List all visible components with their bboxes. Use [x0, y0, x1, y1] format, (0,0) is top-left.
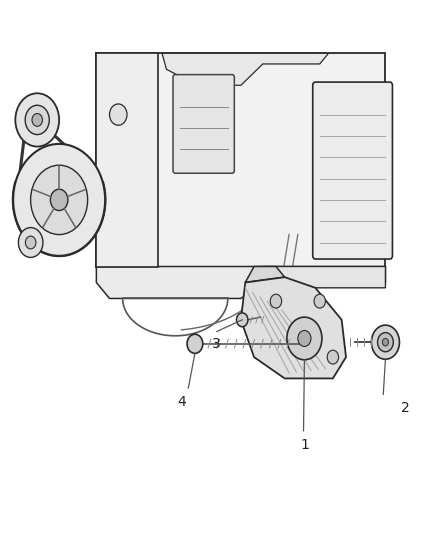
Circle shape — [237, 313, 248, 327]
Circle shape — [25, 106, 49, 135]
FancyBboxPatch shape — [313, 82, 392, 259]
Circle shape — [314, 294, 325, 308]
Circle shape — [378, 333, 393, 352]
Polygon shape — [245, 266, 285, 282]
FancyBboxPatch shape — [173, 75, 234, 173]
Text: 4: 4 — [177, 395, 186, 409]
Polygon shape — [263, 266, 385, 288]
Polygon shape — [96, 53, 385, 266]
Circle shape — [298, 330, 311, 346]
Text: 2: 2 — [401, 401, 410, 415]
Circle shape — [110, 104, 127, 125]
Text: 3: 3 — [212, 337, 221, 351]
Circle shape — [371, 325, 399, 359]
Polygon shape — [241, 277, 346, 378]
Circle shape — [32, 114, 42, 126]
Circle shape — [13, 144, 105, 256]
Circle shape — [15, 93, 59, 147]
Circle shape — [25, 236, 36, 249]
Polygon shape — [96, 53, 158, 266]
Circle shape — [187, 334, 203, 353]
Circle shape — [270, 294, 282, 308]
Text: 1: 1 — [300, 438, 309, 452]
Circle shape — [18, 228, 43, 257]
Polygon shape — [96, 266, 385, 298]
Polygon shape — [162, 53, 328, 85]
Circle shape — [31, 165, 88, 235]
Circle shape — [50, 189, 68, 211]
Circle shape — [327, 350, 339, 364]
Circle shape — [382, 338, 389, 346]
Circle shape — [287, 317, 322, 360]
